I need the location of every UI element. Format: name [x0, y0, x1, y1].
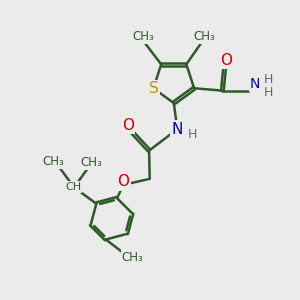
Text: H: H [264, 85, 273, 99]
Text: CH₃: CH₃ [133, 31, 154, 44]
Text: CH₃: CH₃ [193, 31, 215, 44]
Text: O: O [220, 53, 232, 68]
Text: H: H [264, 73, 273, 86]
Text: O: O [118, 174, 130, 189]
Text: S: S [148, 81, 158, 96]
Text: CH₃: CH₃ [122, 251, 144, 264]
Text: CH: CH [65, 182, 82, 192]
Text: CH₃: CH₃ [42, 155, 64, 168]
Text: CH₃: CH₃ [80, 156, 102, 169]
Text: H: H [188, 128, 197, 141]
Text: O: O [122, 118, 134, 133]
Text: N: N [172, 122, 183, 137]
Text: N: N [250, 77, 260, 91]
